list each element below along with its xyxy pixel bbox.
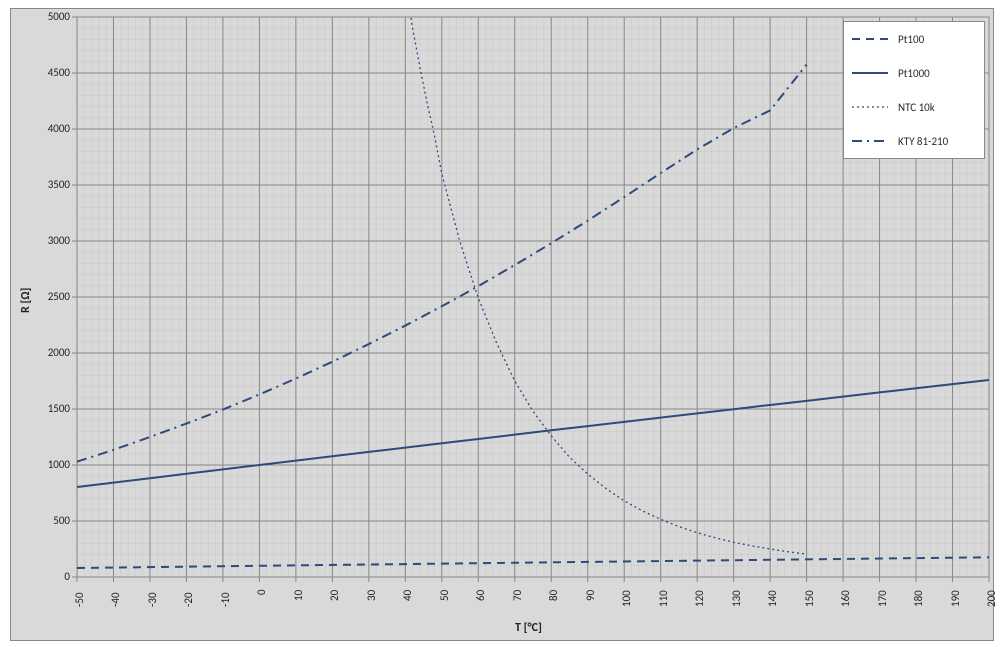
- y-tick-label: 3000: [48, 234, 70, 247]
- y-tick-label: 2500: [48, 290, 70, 303]
- x-tick-label: 30: [365, 590, 378, 601]
- legend-label: NTC 10k: [898, 101, 935, 114]
- series-pt100: [77, 557, 989, 568]
- x-tick-label: 10: [292, 590, 305, 601]
- x-tick-label: 70: [511, 590, 524, 601]
- legend-label: KTY 81-210: [898, 135, 948, 148]
- x-tick-label: 160: [839, 590, 852, 607]
- legend-label: Pt100: [898, 33, 924, 46]
- x-tick-label: 50: [438, 590, 451, 601]
- y-tick-label: 3500: [48, 178, 70, 191]
- legend-box: Pt100 Pt1000 NTC 10k KTY 81-210: [843, 21, 985, 159]
- series-pt1000: [77, 380, 989, 487]
- x-tick-label: 60: [474, 590, 487, 601]
- x-tick-label: 200: [985, 590, 998, 607]
- legend-label: Pt1000: [898, 67, 930, 80]
- x-tick-label: 140: [766, 590, 779, 607]
- y-tick-label: 4500: [48, 66, 70, 79]
- x-tick-label: 180: [912, 590, 925, 607]
- x-tick-label: 130: [730, 590, 743, 607]
- x-tick-label: 170: [876, 590, 889, 607]
- x-tick-label: 190: [949, 590, 962, 607]
- x-tick-label: 110: [657, 590, 670, 607]
- x-tick-label: 150: [803, 590, 816, 607]
- legend-item-kty-81-210: KTY 81-210: [844, 124, 984, 158]
- legend-item-pt100: Pt100: [844, 22, 984, 56]
- y-tick-label: 1000: [48, 458, 70, 471]
- y-tick-label: 2000: [48, 346, 70, 359]
- legend-item-pt1000: Pt1000: [844, 56, 984, 90]
- x-tick-label: 40: [401, 590, 414, 601]
- x-tick-label: 90: [584, 590, 597, 601]
- y-tick-label: 4000: [48, 122, 70, 135]
- y-axis-label: R [Ω]: [19, 288, 33, 313]
- x-tick-label: -10: [219, 592, 232, 607]
- x-tick-label: -20: [182, 592, 195, 607]
- chart-outer: Pt100 Pt1000 NTC 10k KTY 81-210 T [°C] R [Ω…: [10, 8, 994, 641]
- x-tick-label: -30: [146, 592, 159, 607]
- x-tick-label: 100: [620, 590, 633, 607]
- y-tick-label: 500: [53, 514, 70, 527]
- x-axis-label: T [°C]: [515, 621, 542, 635]
- y-tick-label: 5000: [48, 10, 70, 23]
- y-tick-label: 0: [64, 570, 70, 583]
- x-tick-label: 80: [547, 590, 560, 601]
- x-tick-label: 20: [328, 590, 341, 601]
- y-tick-label: 1500: [48, 402, 70, 415]
- x-tick-label: 0: [255, 589, 268, 595]
- x-tick-label: -50: [73, 592, 86, 607]
- x-tick-label: -40: [109, 592, 122, 607]
- series-ntc-10k: [405, 0, 806, 554]
- x-tick-label: 120: [693, 590, 706, 607]
- legend-item-ntc-10k: NTC 10k: [844, 90, 984, 124]
